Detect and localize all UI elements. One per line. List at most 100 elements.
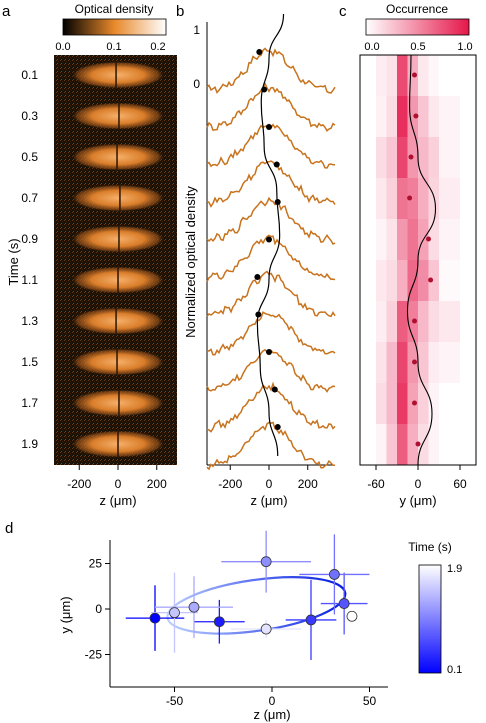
- heatmap-cell-2-6: [439, 137, 460, 178]
- trace-10: [206, 421, 335, 471]
- heatmap-cell-8-6: [439, 383, 460, 424]
- point-1: [213, 616, 225, 628]
- colorbar-c: [365, 18, 470, 36]
- point-2: [305, 614, 317, 626]
- colorbar-a: [62, 18, 167, 36]
- trace-1: [206, 81, 336, 132]
- colorbar-d-tick-top: 1.9: [447, 563, 462, 575]
- point-7: [169, 607, 180, 619]
- axis-b-ytick-0: 0: [193, 77, 200, 91]
- heatmap-cell-9-6: [439, 424, 460, 465]
- colorbar-c-tick-0: 0.0: [364, 41, 379, 53]
- peak-dot-3: [273, 161, 280, 168]
- axis-c-xtick-0: -60: [367, 477, 385, 491]
- peak-dot-9: [271, 386, 278, 393]
- point-0: [149, 612, 161, 624]
- mean-dot-7: [412, 359, 417, 365]
- colorbar-c-tick-2: 1.0: [457, 41, 472, 53]
- heatmap-cell-1-6: [439, 96, 460, 137]
- mean-dot-2: [408, 154, 414, 160]
- peak-dot-2: [266, 124, 272, 130]
- peak-dot-10: [274, 424, 281, 430]
- panel-label-a: a: [2, 3, 11, 20]
- axis-a-ylabel: Time (s): [6, 238, 21, 285]
- time-label-1: 0.3: [21, 109, 38, 123]
- time-label-3: 0.7: [21, 191, 38, 205]
- axis-b-xtick-1: 0: [266, 477, 273, 491]
- mean-dot-4: [426, 236, 431, 242]
- cloud-7: [70, 348, 166, 376]
- time-label-8: 1.7: [21, 396, 38, 410]
- axis-c-xlabel: y (μm): [399, 493, 436, 508]
- axis-b-xtick-2: 200: [298, 477, 318, 491]
- axis-b-xtick-0: -200: [218, 477, 242, 491]
- axis-d-ytick-1: 0: [95, 602, 102, 616]
- time-label-6: 1.3: [21, 314, 38, 328]
- colorbar-c-tick-1: 0.5: [410, 41, 425, 53]
- axis-a-xlabel: z (μm): [99, 493, 136, 508]
- axis-d-xlabel: z (μm): [253, 707, 290, 722]
- mean-dot-6: [412, 318, 417, 324]
- cloud-1: [70, 102, 166, 130]
- time-label-0: 0.1: [21, 68, 38, 82]
- axis-a-xtick-1: 0: [115, 477, 122, 491]
- trajectory-curve-c: [406, 54, 437, 466]
- point-9: [346, 610, 358, 622]
- trace-5: [206, 234, 336, 282]
- peak-dot-7: [255, 311, 262, 318]
- time-label-7: 1.5: [21, 355, 38, 369]
- trace-4: [206, 196, 336, 245]
- cloud-3: [70, 184, 166, 212]
- time-label-5: 1.1: [21, 273, 38, 287]
- axis-a-xtick-0: -200: [67, 477, 91, 491]
- mean-dot-5: [428, 277, 434, 283]
- axis-b-ytick-1: 1: [193, 23, 200, 37]
- point-6: [188, 601, 200, 613]
- mean-dot-0: [412, 72, 417, 78]
- panel-label-c: c: [339, 3, 347, 20]
- peak-dot-4: [274, 199, 281, 205]
- peak-dot-8: [266, 349, 272, 355]
- axis-c-xtick-1: 0: [415, 477, 422, 491]
- colorbar-d: [418, 564, 442, 674]
- axis-d-xtick-0: -50: [166, 694, 184, 708]
- mean-dot-3: [407, 195, 413, 201]
- trace-0: [206, 47, 336, 94]
- colorbar-c-title: Occurrence: [386, 2, 448, 16]
- axis-c-xtick-2: 60: [453, 477, 467, 491]
- cloud-6: [70, 307, 166, 335]
- axis-b-xlabel: z (μm): [250, 493, 287, 508]
- time-label-4: 0.9: [21, 232, 38, 246]
- mean-dot-9: [415, 441, 421, 447]
- trace-8: [206, 348, 336, 393]
- cloud-2: [70, 143, 166, 171]
- panel-b: 1 0 Normalized optical density -200 0 200 …: [183, 13, 336, 508]
- time-label-9: 1.9: [21, 437, 38, 451]
- mean-dot-8: [412, 400, 417, 406]
- trace-9: [206, 381, 336, 433]
- axis-b-ylabel: Normalized optical density: [183, 186, 198, 338]
- axis-a-xtick-2: 200: [147, 477, 167, 491]
- panel-label-d: d: [5, 520, 13, 537]
- panel-a: Optical density 0.0 0.1 0.2 0.1 0.3 0.5 0.7…: [6, 2, 177, 508]
- cloud-8: [70, 389, 166, 417]
- point-4: [328, 569, 340, 580]
- point-5: [260, 556, 272, 568]
- panel-c: Occurrence 0.0 0.5 1.0 -60 0 60 y (μm): [359, 2, 477, 508]
- heatmap-cell-5-6: [439, 260, 460, 301]
- cloud-0: [70, 61, 166, 89]
- axis-d-ytick-0: 25: [89, 557, 103, 571]
- trace-7: [206, 311, 336, 356]
- colorbar-d-tick-bottom: 0.1: [447, 664, 462, 676]
- peak-dot-1: [261, 86, 268, 93]
- axis-d-ylabel: y (μm): [58, 596, 73, 633]
- heatmap-cell-7-6: [439, 342, 460, 383]
- panel-label-b: b: [176, 3, 184, 20]
- peak-dot-6: [254, 274, 261, 280]
- colorbar-a-tick-2: 0.2: [150, 41, 165, 53]
- cloud-4: [70, 225, 166, 253]
- axis-d-xtick-1: 0: [269, 694, 276, 708]
- heatmap-cell-0-6: [439, 55, 460, 96]
